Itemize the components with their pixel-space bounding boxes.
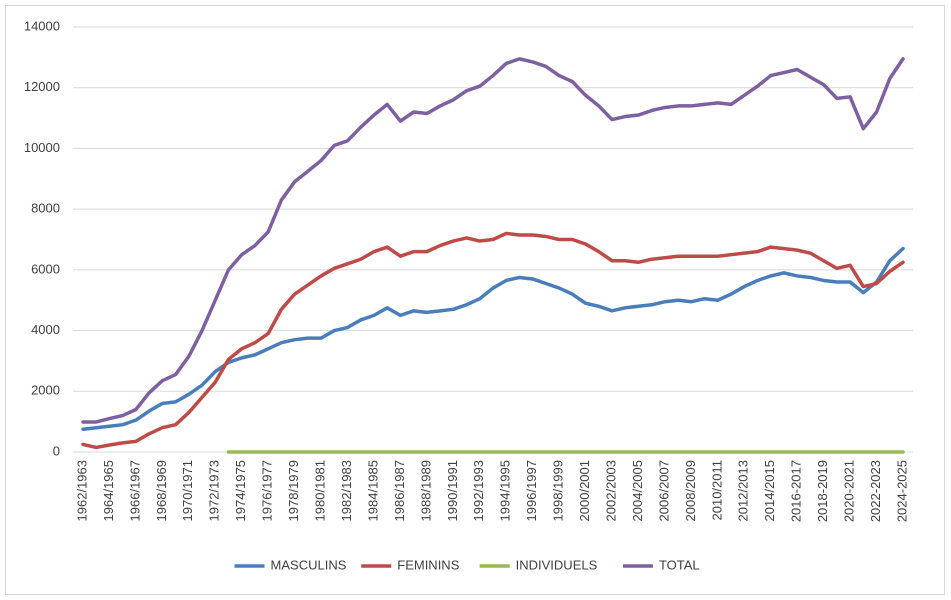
x-tick-label: 1972/1973: [207, 460, 222, 521]
x-tick-label: 1994/1995: [498, 460, 513, 521]
x-tick-label: 1966/1967: [127, 460, 142, 521]
x-tick-label: 2014/2015: [762, 460, 777, 521]
x-tick-label: 1984/1985: [365, 460, 380, 521]
x-tick-label: 2010/2011: [709, 460, 724, 521]
y-tick-label: 12000: [24, 79, 60, 94]
x-tick-label: 1976/1977: [260, 460, 275, 521]
y-tick-label: 2000: [31, 383, 60, 398]
x-tick-label: 1974/1975: [233, 460, 248, 521]
x-tick-label: 1988/1989: [418, 460, 433, 521]
series-line: [81, 57, 905, 424]
y-tick-label: 4000: [31, 322, 60, 337]
legend-label: FEMININS: [397, 557, 459, 572]
x-tick-label: 1980/1981: [313, 460, 328, 521]
y-tick-label: 8000: [31, 201, 60, 216]
x-tick-label: 2012/2013: [736, 460, 751, 521]
x-tick-label: 2008/2009: [683, 460, 698, 521]
series-line: [81, 231, 905, 450]
x-tick-label: 2006/2007: [656, 460, 671, 521]
x-tick-label: 1962/1963: [74, 460, 89, 521]
x-tick-label: 1970/1971: [180, 460, 195, 521]
legend-label: TOTAL: [659, 557, 700, 572]
x-tick-label: 2002/2003: [603, 460, 618, 521]
x-tick-label: 2024-2025: [894, 460, 909, 522]
y-tick-label: 0: [53, 443, 60, 458]
y-tick-label: 6000: [31, 261, 60, 276]
x-tick-label: 1996/1997: [524, 460, 539, 521]
series-line: [81, 246, 905, 431]
x-tick-label: 1992/1993: [471, 460, 486, 521]
x-tick-label: 2000/2001: [577, 460, 592, 521]
x-tick-label: 1978/1979: [286, 460, 301, 521]
y-tick-label: 10000: [24, 140, 60, 155]
x-tick-label: 2004/2005: [630, 460, 645, 521]
x-tick-label: 1998/1999: [551, 460, 566, 521]
x-tick-label: 1986/1987: [392, 460, 407, 521]
x-tick-label: 2020-2021: [842, 460, 857, 522]
x-tick-label: 2016-2017: [789, 460, 804, 522]
x-tick-label: 1968/1969: [154, 460, 169, 521]
x-tick-label: 2018-2019: [815, 460, 830, 522]
x-tick-label: 1990/1991: [445, 460, 460, 521]
legend-label: MASCULINS: [271, 557, 347, 572]
x-tick-label: 1964/1965: [101, 460, 116, 521]
x-tick-label: 2022-2023: [868, 460, 883, 522]
y-tick-label: 14000: [24, 18, 60, 33]
legend-label: INDIVIDUELS: [516, 557, 598, 572]
x-tick-label: 1982/1983: [339, 460, 354, 521]
